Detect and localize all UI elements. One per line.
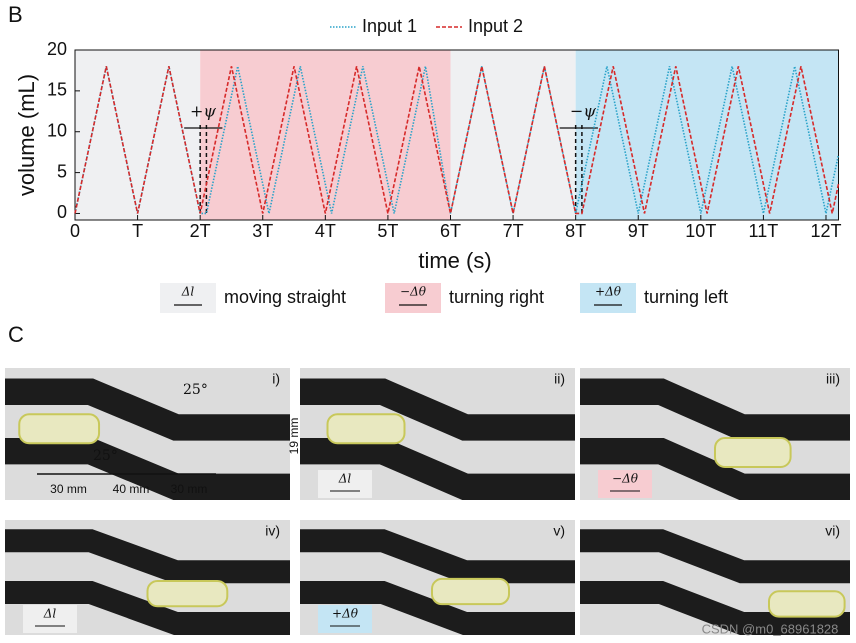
foam [5, 437, 290, 500]
x-tick-label: 5T [377, 221, 398, 241]
angle-label: 25° [93, 448, 118, 464]
x-tick-label: 6T [440, 221, 461, 241]
segment-label: 30 mm [171, 482, 208, 496]
x-tick-label: 9T [628, 221, 649, 241]
legend-label: turning right [449, 287, 544, 307]
robot [146, 579, 229, 608]
chip-label: −Δθ [612, 472, 639, 486]
photo: Δl [300, 368, 575, 500]
foam [580, 437, 850, 500]
legend-icon: −Δθ [400, 285, 427, 299]
angle-label: 25° [183, 382, 208, 398]
plot [74, 49, 840, 221]
x-tick-label: 11T [749, 221, 779, 241]
foam [580, 580, 850, 635]
chip [318, 605, 372, 633]
legend-icon: Δl [181, 285, 195, 299]
legend-swatch [385, 283, 441, 313]
photo-label: iv) [265, 523, 280, 539]
y-axis-label: volume (mL) [14, 74, 39, 196]
region [450, 50, 576, 220]
legend-label: Input 1 [362, 16, 417, 36]
x-tick-label: 12T [810, 221, 841, 241]
legend-icon: +Δθ [595, 285, 622, 299]
foam [580, 529, 850, 584]
photo [580, 520, 850, 635]
x-tick-label: 0 [70, 221, 80, 241]
legend-label: Input 2 [468, 16, 523, 36]
y-tick-label: 0 [57, 202, 67, 222]
region [75, 50, 201, 220]
y-tick-label: 5 [57, 161, 67, 181]
x-tick-label: 7T [503, 221, 524, 241]
segment-label: 40 mm [113, 482, 150, 496]
panel-label: C [8, 322, 24, 347]
photo-label: ii) [554, 371, 565, 387]
foam [5, 378, 290, 441]
region [575, 50, 839, 220]
legend-label: turning left [644, 287, 728, 307]
robot [768, 590, 846, 618]
x-tick-label: 8T [565, 221, 586, 241]
photo-label: iii) [826, 371, 840, 387]
annotation: −ψ [570, 102, 596, 121]
x-tick-label: 10T [685, 221, 716, 241]
photo-label: i) [272, 371, 280, 387]
panel-label: B [8, 2, 23, 27]
region [200, 50, 451, 220]
y-tick-label: 20 [47, 39, 67, 59]
photo: 25° 25° 30 mm 40 mm 30 mm [5, 368, 290, 500]
robot [714, 436, 792, 468]
chip-label: +Δθ [332, 607, 359, 621]
foam [580, 378, 850, 441]
x-tick-label: 2T [190, 221, 211, 241]
series-line [74, 66, 840, 215]
annotation: +ψ [190, 102, 216, 121]
foam [5, 529, 290, 584]
robot [326, 413, 406, 445]
x-tick-label: 3T [252, 221, 273, 241]
series-line [74, 66, 840, 215]
segment-label: 30 mm [50, 482, 87, 496]
photo: Δl [5, 520, 290, 635]
legend-swatch [160, 283, 216, 313]
photo-label: v) [553, 523, 565, 539]
plot-frame [74, 49, 839, 221]
chip [598, 470, 652, 498]
foam [300, 580, 575, 635]
x-axis-label: time (s) [418, 248, 491, 273]
legend-label: moving straight [224, 287, 346, 307]
x-tick-label: T [132, 221, 143, 241]
robot [431, 577, 510, 606]
y-tick-label: 10 [47, 120, 67, 140]
robot [18, 413, 101, 445]
foam [5, 580, 290, 635]
foam [300, 378, 575, 441]
photo: +Δθ [300, 520, 575, 635]
y-tick-label: 15 [47, 80, 67, 100]
chip [318, 470, 372, 498]
chip-label: Δl [338, 472, 352, 486]
width-label: 19 mm [287, 418, 301, 455]
foam [300, 529, 575, 584]
watermark: CSDN @m0_68961828 [702, 621, 839, 636]
x-tick-label: 4T [315, 221, 336, 241]
chip-label: Δl [43, 607, 57, 621]
legend-swatch [580, 283, 636, 313]
chip [23, 605, 77, 633]
foam [300, 437, 575, 500]
photo: −Δθ [580, 368, 850, 500]
photo-label: vi) [825, 523, 840, 539]
